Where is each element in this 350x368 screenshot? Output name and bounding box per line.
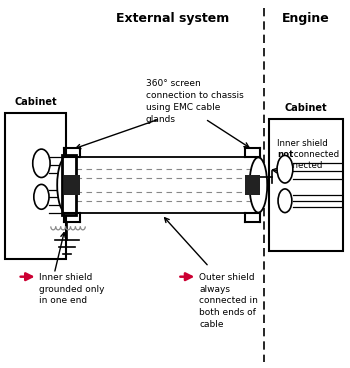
Bar: [5, 113, 66, 259]
Bar: [245, 175, 260, 195]
Ellipse shape: [277, 155, 293, 183]
Bar: [269, 119, 343, 251]
Ellipse shape: [278, 189, 292, 213]
Bar: [64, 175, 80, 195]
Text: Engine: Engine: [282, 13, 330, 25]
Text: connected: connected: [277, 161, 322, 170]
Ellipse shape: [57, 158, 75, 213]
Ellipse shape: [34, 184, 49, 209]
Text: Inner shield
grounded only
in one end: Inner shield grounded only in one end: [40, 273, 105, 305]
Text: Inner shield: Inner shield: [277, 139, 328, 148]
Text: Cabinet: Cabinet: [285, 103, 328, 113]
Ellipse shape: [33, 149, 50, 177]
Ellipse shape: [250, 158, 267, 213]
Text: External system: External system: [116, 13, 229, 25]
Bar: [62, 155, 76, 215]
Text: not: not: [277, 151, 293, 159]
Text: Outer shield
always
connected in
both ends of
cable: Outer shield always connected in both en…: [199, 273, 258, 329]
Text: connected: connected: [291, 151, 339, 159]
Text: Cabinet: Cabinet: [14, 97, 57, 107]
Text: 360° screen
connection to chassis
using EMC cable
glands: 360° screen connection to chassis using …: [146, 79, 244, 124]
